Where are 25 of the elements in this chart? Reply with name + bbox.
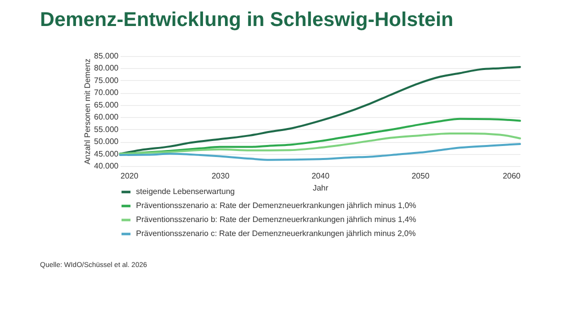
x-axis-title: Jahr bbox=[312, 184, 329, 192]
x-tick-label: 2020 bbox=[120, 172, 139, 180]
y-tick-label: 55.000 bbox=[94, 124, 120, 134]
line-series bbox=[119, 66, 521, 155]
line-series bbox=[119, 143, 521, 161]
x-tick-label: 2040 bbox=[312, 172, 330, 180]
y-tick-label: 45.000 bbox=[94, 149, 120, 158]
y-axis-title: Anzahl Personen mit Demenz bbox=[83, 58, 92, 164]
y-tick-label: 70.000 bbox=[94, 88, 120, 98]
line-series bbox=[119, 132, 521, 155]
y-tick-label: 60.000 bbox=[94, 112, 120, 122]
chart-title: Demenz-Entwicklung in Schleswig-Holstein bbox=[40, 9, 454, 31]
y-tick-label: 40.000 bbox=[94, 162, 120, 170]
legend-label: Präventionsszenario b: Rate der Demenzneuerkrankungen jährlich minus 1,4% bbox=[136, 215, 416, 224]
legend-label: Präventionsszenario c: Rate der Demenzneuerkrankungen jährlich minus 2,0% bbox=[136, 229, 416, 238]
legend-label: Präventionsszenario a: Rate der Demenzneuerkrankungen jährlich minus 1,0% bbox=[136, 201, 416, 210]
y-tick-label: 50.000 bbox=[94, 137, 120, 146]
y-tick-label: 65.000 bbox=[94, 100, 120, 110]
y-tick-label: 85.000 bbox=[94, 52, 120, 60]
x-tick-label: 2060 bbox=[502, 172, 522, 180]
y-tick-label: 75.000 bbox=[94, 76, 120, 85]
x-tick-label: 2030 bbox=[212, 172, 230, 180]
legend-label: steigende Lebenserwartung bbox=[136, 187, 235, 196]
x-tick-label: 2050 bbox=[412, 172, 430, 180]
y-tick-label: 80.000 bbox=[94, 64, 120, 73]
